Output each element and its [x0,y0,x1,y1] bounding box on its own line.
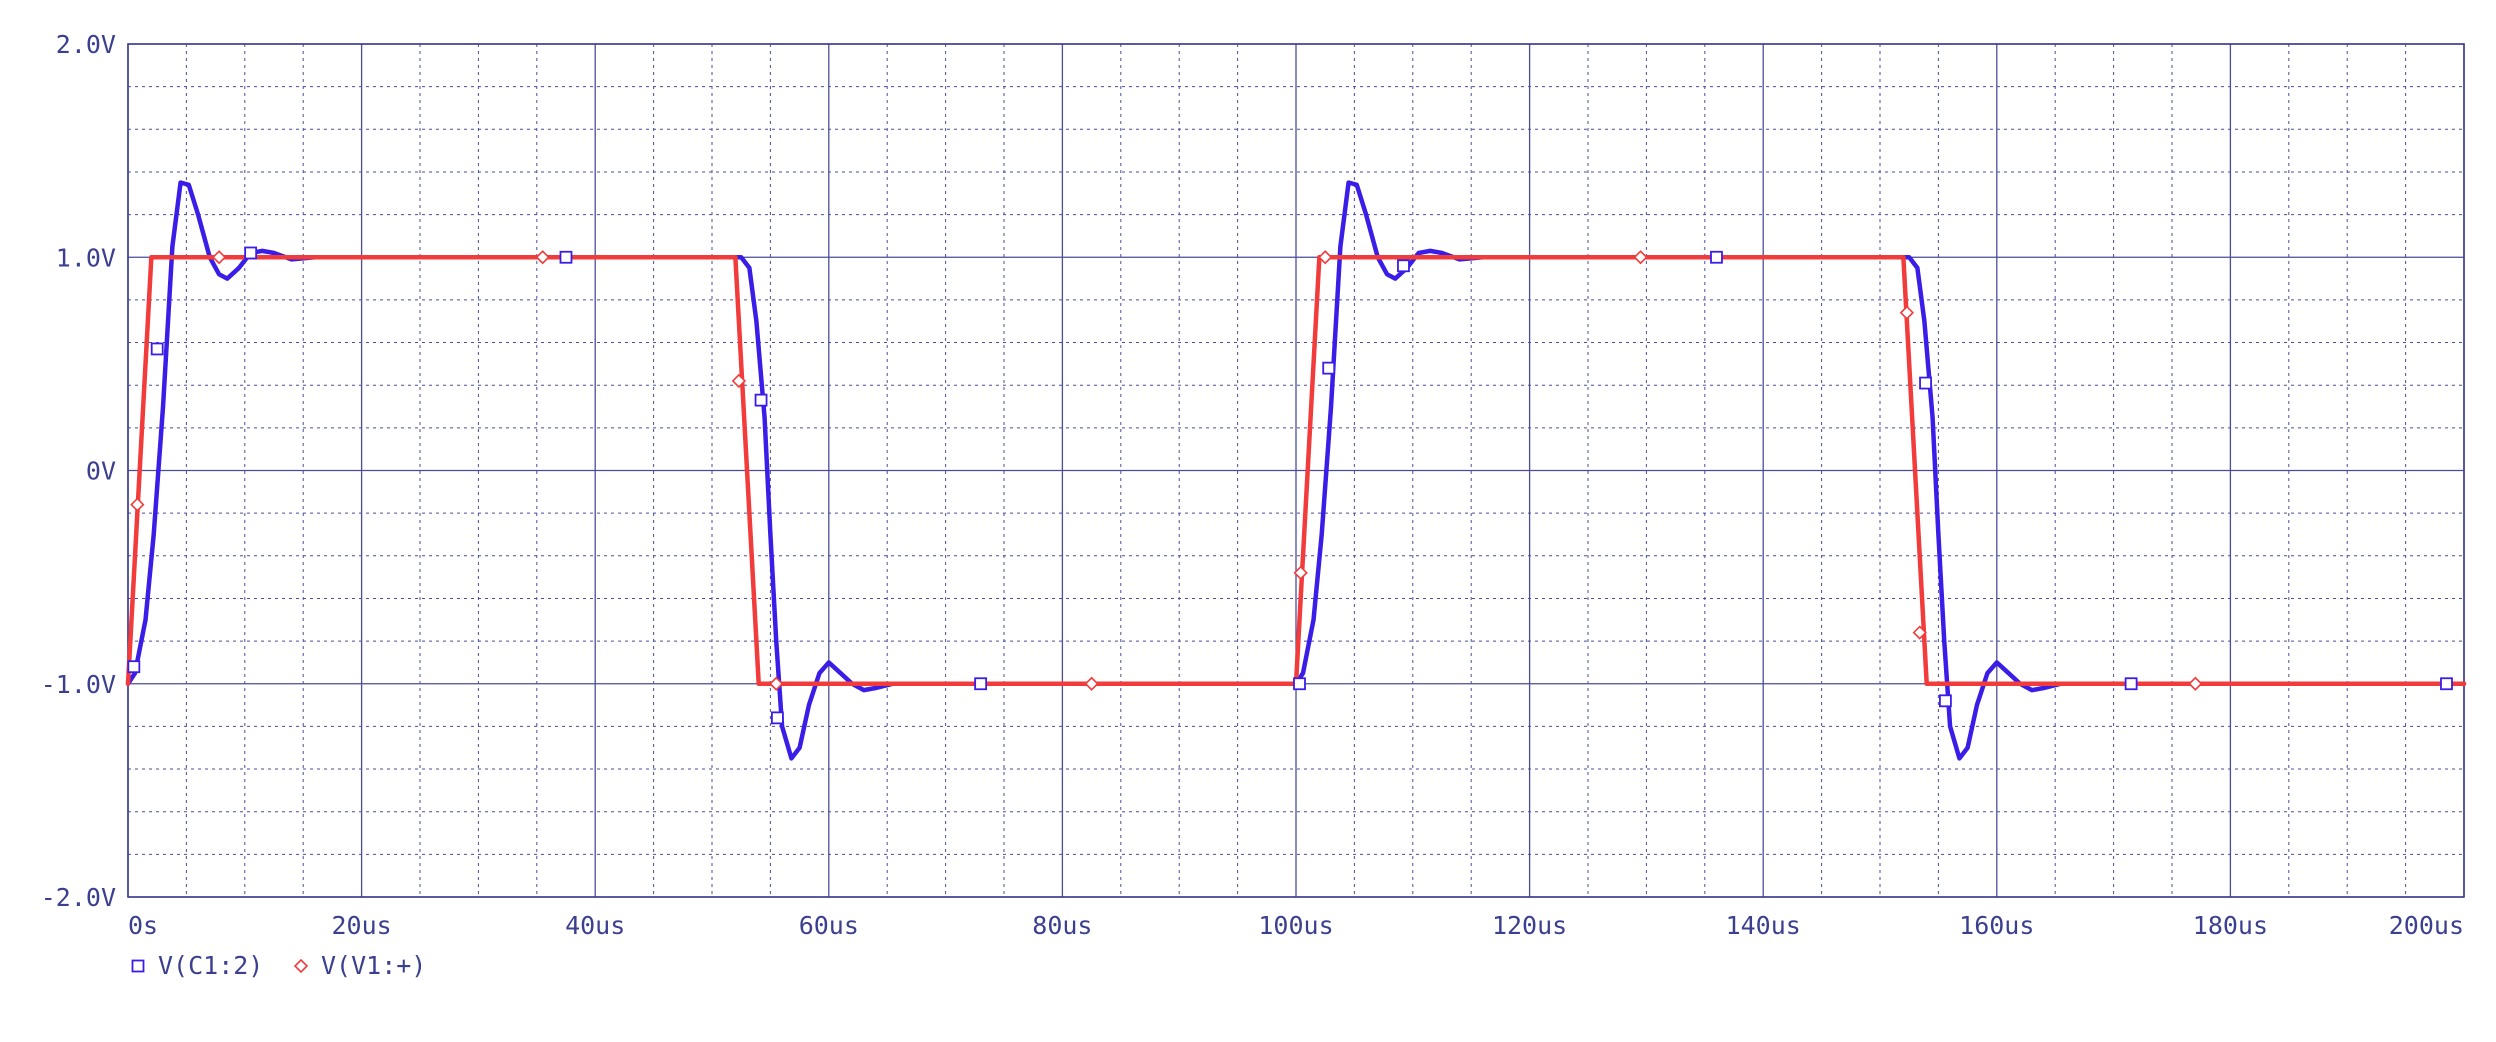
series-1-marker [535,250,550,265]
x-tick-label: 20us [331,911,391,940]
y-tick-label: 2.0V [56,30,116,59]
series-0-marker [771,711,784,725]
series-1-marker [731,373,746,389]
x-tick-label: 120us [1492,911,1567,940]
series-0-marker [1397,259,1410,273]
series-1-marker [1293,565,1308,580]
series-1-marker [1084,676,1099,691]
series-1-marker [1633,250,1648,265]
x-tick-label: 0s [128,911,158,940]
x-axis-tick-labels: 0s 20us 40us 60us 80us 100us 120us 140us 160us 18… [128,911,2464,940]
minor-grid [128,44,2464,897]
x-tick-label: 140us [1726,911,1801,940]
x-tick-label: 100us [1258,911,1333,940]
series-0-marker [1919,376,1932,390]
series-0-marker [1293,677,1306,691]
x-tick-label: 200us [2389,911,2464,940]
series-1-marker [1912,625,1927,640]
y-tick-label: 0V [86,457,116,486]
x-tick-label: 80us [1032,911,1092,940]
series-1-marker [2188,676,2203,691]
x-tick-label: 180us [2193,911,2268,940]
series-1-marker [1318,250,1333,265]
y-tick-label: -2.0V [41,883,116,912]
legend-marker-1 [293,958,309,974]
x-tick-label: 60us [799,911,859,940]
series-0-marker [974,677,988,691]
legend-label-0: V(C1:2) [158,951,263,980]
plot-area-border [127,43,2465,898]
series-0-marker [1939,694,1952,708]
legend: V(C1:2) V(V1:+) [131,951,426,980]
series-1-marker [1899,305,1914,320]
y-tick-label: 1.0V [56,243,116,272]
series-0-marker [127,660,141,674]
series-0-marker [1322,361,1336,375]
series-0-marker [2124,677,2138,691]
series-markers [127,246,2453,725]
x-tick-label: 40us [565,911,625,940]
series-1-marker [769,676,784,691]
y-tick-label: -1.0V [41,670,116,699]
series-0-marker [2440,677,2453,691]
series-0-marker [754,393,768,407]
series-0-marker [559,250,573,264]
series-1-marker [130,497,145,512]
series-0-marker [150,342,164,356]
series-0-marker [1710,250,1723,264]
x-tick-label: 160us [1959,911,2034,940]
y-axis-tick-labels: 2.0V 1.0V 0V -1.0V -2.0V [41,30,116,912]
legend-label-1: V(V1:+) [321,951,426,980]
legend-marker-0 [131,959,145,973]
series-1-marker [211,250,227,265]
series-0-marker [244,246,258,260]
